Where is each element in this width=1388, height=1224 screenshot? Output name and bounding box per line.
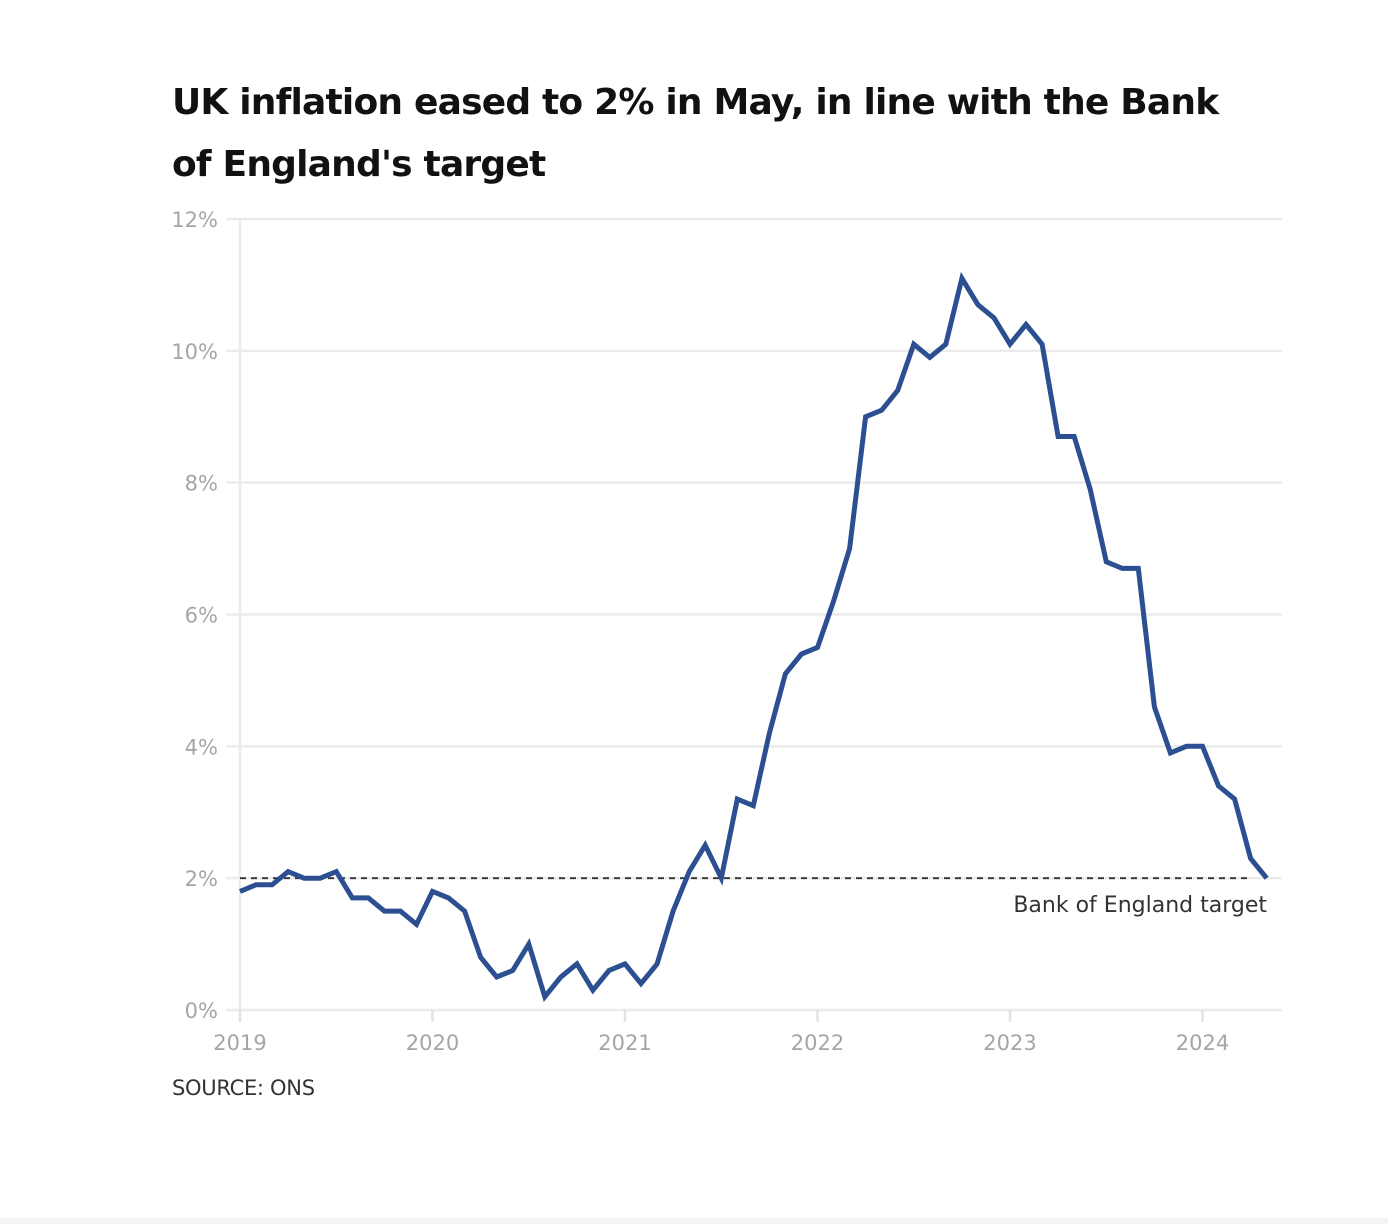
x-tick-label: 2023 — [983, 1031, 1036, 1055]
chart-title: UK inflation eased to 2% in May, in line… — [172, 82, 1219, 185]
series-group — [239, 271, 1269, 1003]
y-tick-label: 4% — [185, 735, 218, 759]
reference-line-label: Bank of England target — [1013, 893, 1267, 918]
y-tick-label: 10% — [171, 340, 218, 364]
x-tick-label: 2021 — [598, 1031, 651, 1055]
y-tick-label: 0% — [185, 999, 218, 1023]
reference-line-group: Bank of England target — [240, 877, 1267, 918]
x-tick-label: 2019 — [213, 1031, 266, 1055]
footer-bar — [0, 1218, 1388, 1224]
source-note: SOURCE: ONS — [172, 1076, 315, 1100]
y-tick-label: 12% — [171, 208, 218, 232]
gridlines — [226, 217, 1282, 1012]
x-tick-label: 2022 — [791, 1031, 844, 1055]
x-tick-label: 2020 — [406, 1031, 459, 1055]
y-axis-ticks: 0% 2% 4% 6% 8% 10% 12% — [171, 208, 218, 1023]
y-tick-label: 6% — [185, 604, 218, 628]
series-line — [239, 271, 1269, 1003]
x-axis: 2019 2020 2021 2022 2023 2024 — [213, 1010, 1229, 1055]
y-tick-label: 2% — [185, 867, 218, 891]
x-tick-label: 2024 — [1176, 1031, 1229, 1055]
y-tick-label: 8% — [185, 472, 218, 496]
